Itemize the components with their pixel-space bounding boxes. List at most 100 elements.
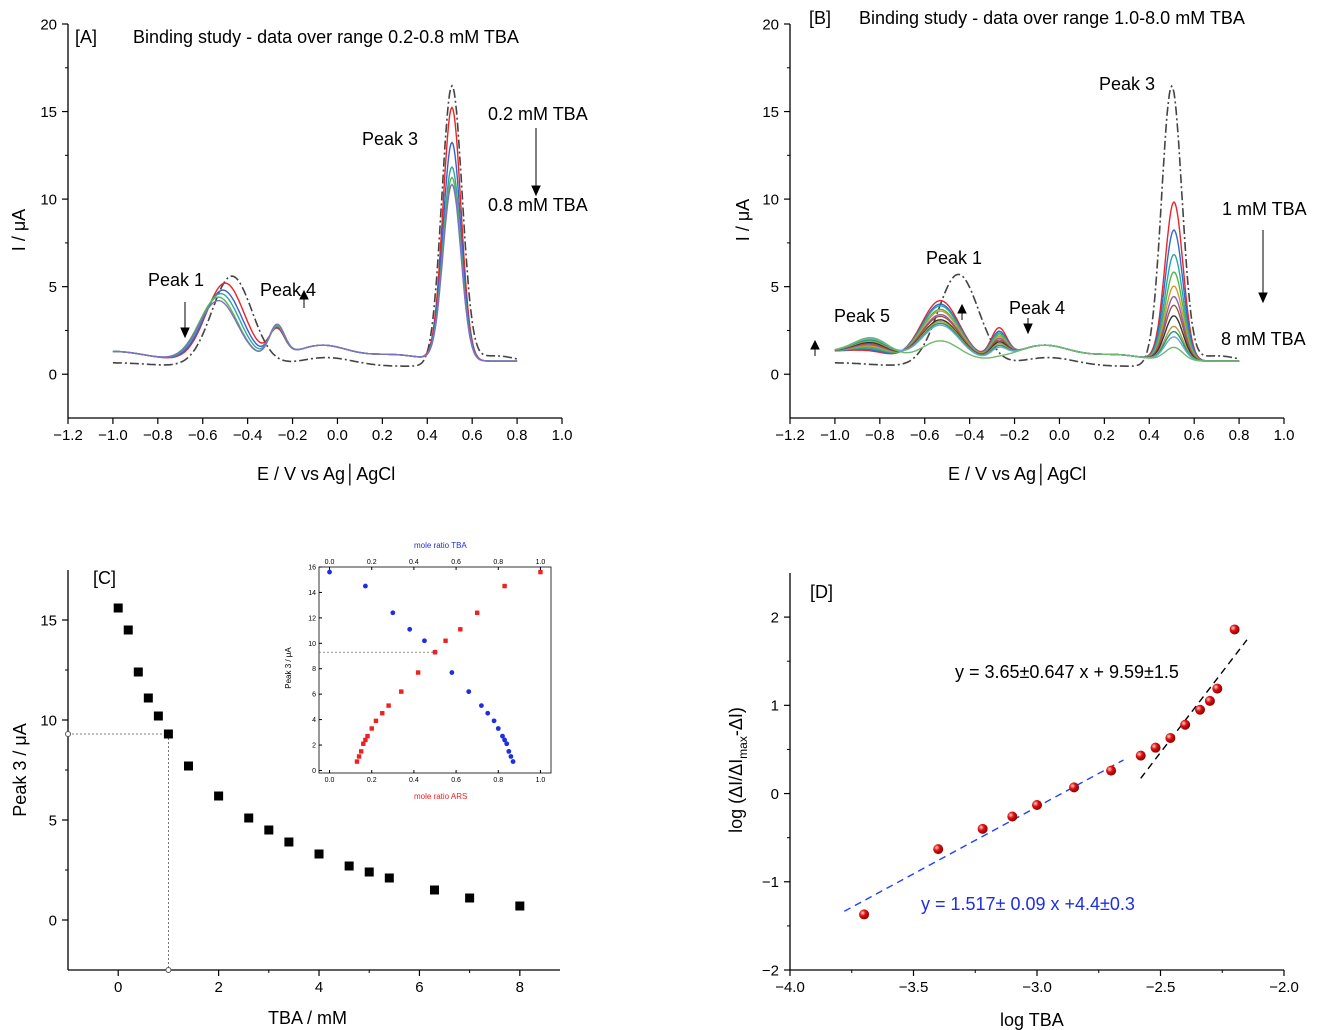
panel-d-data-point <box>1007 811 1018 822</box>
panel-d-data-point <box>1032 800 1042 811</box>
panel-b-scan-curve <box>834 322 1240 362</box>
panel-c-data-point <box>344 861 354 871</box>
panel-b-range-low: 8 mM TBA <box>1221 329 1306 349</box>
panel-c-x-tick-label: 4 <box>315 979 323 996</box>
panel-b-peak4-label: Peak 4 <box>1009 298 1065 318</box>
panel-d-y-tick-label: 2 <box>771 609 779 626</box>
inset-tba-point <box>422 638 427 644</box>
inset-y-tick-label: 14 <box>308 590 316 597</box>
panel-c-y-tick-label: 10 <box>40 712 57 729</box>
panel-d-eq-low: y = 1.517± 0.09 x +4.4±0.3 <box>921 894 1135 914</box>
panel-c-data-point <box>314 849 324 859</box>
inset-top-label: mole ratio TBA <box>414 541 467 550</box>
inset-ars-point <box>458 627 463 632</box>
panel-c-data-point <box>244 813 254 823</box>
panel-d-data-point <box>977 823 988 834</box>
panel-d-ylabel-main: log (ΔI/ΔI <box>726 759 746 833</box>
panel-d-y-tick-label: 0 <box>771 786 779 803</box>
panel-c-guide-marker <box>65 731 71 737</box>
panel-c-data-point <box>163 729 173 739</box>
panel-c-label: [C] <box>93 568 116 588</box>
panel-b-y-tick-label: 0 <box>771 366 779 383</box>
panel-a-y-tick-label: 5 <box>49 279 57 296</box>
panel-b-x-tick-label: −0.2 <box>1000 427 1030 444</box>
panel-d-x-tick-label: −2.5 <box>1146 979 1176 996</box>
inset-ars-point <box>474 610 480 615</box>
panel-c-data-point <box>183 761 193 771</box>
panel-c-x-tick-label: 8 <box>516 979 524 996</box>
panel-d-data-point <box>1204 695 1215 706</box>
panel-c-xlabel: TBA / mM <box>268 1008 347 1028</box>
panel-a-xlabel: E / V vs Ag│AgCl <box>257 463 395 486</box>
panel-d-data-point <box>1135 750 1146 761</box>
panel-c-ylabel: Peak 3 / μA <box>10 723 30 816</box>
panel-d-label: [D] <box>810 582 833 602</box>
panel-a-x-tick-label: −0.6 <box>188 427 218 444</box>
panel-d-data-point <box>933 844 944 855</box>
panel-b-scan-curve <box>834 320 1240 362</box>
panel-c-y-tick-label: 0 <box>49 912 57 929</box>
panel-d-x-tick-label: −3.0 <box>1022 979 1052 996</box>
panel-d-data-point <box>1212 683 1223 694</box>
panel-d-points <box>859 624 1240 920</box>
panel-c-y-tick-label: 5 <box>49 812 57 829</box>
panel-d-ylabel-sub: max <box>736 736 750 759</box>
panel-b-y-tick-label: 10 <box>762 191 779 208</box>
panel-d-y-tick-label: −1 <box>762 874 779 891</box>
inset-top-tick-label: 0.2 <box>367 559 377 566</box>
panel-c-data-point <box>264 825 274 835</box>
panel-c-guide-marker <box>165 967 172 973</box>
panel-b-axes: −1.2 −1.0 −0.8 −0.6 −0.4 −0.2 0.0 0.2 0.4 0.6 0.8 1… <box>762 16 1294 444</box>
panel-b-peak1-label: Peak 1 <box>926 248 982 268</box>
panel-d: −4.0 −3.5 −3.0 −2.5 −2.0 −2 −1 0 1 2 [D] y = 3.65… <box>726 573 1299 1030</box>
panel-c-data-point <box>465 893 475 903</box>
panel-a-peak3-label: Peak 3 <box>362 129 418 149</box>
panel-d-data-point <box>1180 719 1191 730</box>
panel-d-ylabel-end: -ΔI) <box>726 707 746 736</box>
inset-ars-point <box>363 737 368 743</box>
inset-tba-point <box>491 718 497 724</box>
panel-a-axes: −1.2 −1.0 −0.8 −0.6 −0.4 −0.2 0.0 0.2 0.4 0.6 0.8 1… <box>40 16 572 444</box>
panel-d-data-point <box>1106 765 1117 776</box>
panel-c-data-point <box>113 603 123 613</box>
inset-ars-point <box>538 569 543 575</box>
panel-c-data-point <box>133 667 143 677</box>
inset-ars-point <box>373 718 379 724</box>
panel-d-x-tick-label: −2.0 <box>1269 979 1299 996</box>
panel-a-x-tick-label: −0.2 <box>278 427 308 444</box>
panel-a-x-tick-label: −0.8 <box>143 427 173 444</box>
panel-d-data-point <box>1195 704 1206 715</box>
inset-tba-point <box>466 689 472 695</box>
panel-c-data-point <box>123 625 133 635</box>
panel-a-title: Binding study - data over range 0.2-0.8 … <box>133 27 519 47</box>
inset-ars-point <box>369 726 374 731</box>
panel-a-arrows <box>180 128 541 339</box>
panel-b-x-tick-label: 0.0 <box>1049 427 1070 444</box>
panel-c-inset: 0.0 0.0 0.2 0.2 0.4 0.4 0.6 0.6 0.8 0.8 1.0 1.0 0 2 4 6… <box>284 541 552 801</box>
inset-tba-point <box>506 748 512 754</box>
panel-a-y-tick-label: 20 <box>40 16 57 33</box>
panel-b-ylabel: I / μA <box>733 199 753 241</box>
inset-y-tick-label: 0 <box>312 768 316 775</box>
panel-d-eq-high: y = 3.65±0.647 x + 9.59±1.5 <box>955 662 1179 682</box>
panel-c-x-tick-label: 6 <box>415 979 423 996</box>
inset-axes: 0.0 0.0 0.2 0.2 0.4 0.4 0.6 0.6 0.8 0.8 1.0 1.0 0 2 4 6… <box>308 559 545 784</box>
panel-a-range-low: 0.8 mM TBA <box>488 195 588 215</box>
inset-ylabel: Peak 3 / μA <box>284 647 293 689</box>
panel-c-data-point <box>384 873 394 883</box>
inset-ars-point <box>356 754 362 759</box>
inset-ars-point <box>380 711 385 716</box>
inset-x-tick-label: 0.4 <box>409 777 419 784</box>
inset-tba-point <box>500 733 505 739</box>
inset-tba-point <box>479 703 484 709</box>
panel-a-x-tick-label: −1.0 <box>98 427 128 444</box>
panel-a-reference-curve <box>112 84 518 368</box>
inset-ars-point <box>432 649 438 655</box>
inset-y-tick-label: 8 <box>312 666 316 673</box>
inset-points <box>327 569 543 764</box>
inset-ars-point <box>386 703 391 708</box>
panel-d-y-tick-label: −2 <box>762 962 779 979</box>
inset-x-tick-label: 0.8 <box>493 777 503 784</box>
panel-b-peak3-label: Peak 3 <box>1099 74 1155 94</box>
inset-top-tick-label: 0.6 <box>451 559 461 566</box>
